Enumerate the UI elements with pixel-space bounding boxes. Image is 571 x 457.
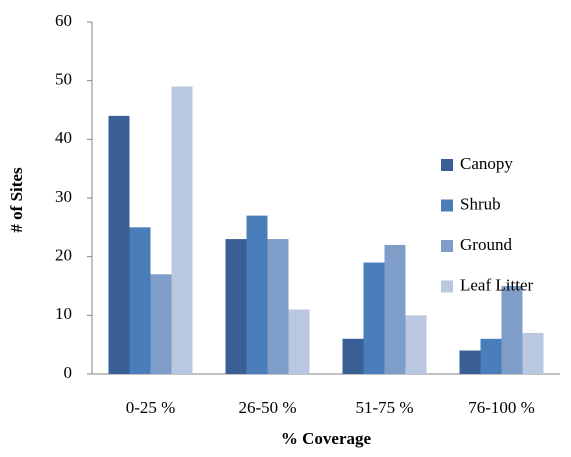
legend-label: Canopy [460, 154, 513, 173]
y-tick-label: 30 [55, 187, 72, 206]
y-tick-label: 20 [55, 246, 72, 265]
bar [363, 262, 385, 374]
legend-swatch [441, 240, 453, 252]
y-tick-label: 60 [55, 11, 72, 30]
bar [405, 315, 427, 374]
legend-label: Shrub [460, 194, 501, 213]
bar [522, 332, 544, 374]
x-tick-label: 51-75 % [355, 398, 413, 417]
y-tick-label: 0 [64, 363, 73, 382]
bar [129, 227, 151, 374]
y-tick-label: 40 [55, 128, 72, 147]
bar [342, 338, 364, 374]
bar [150, 274, 172, 374]
legend-swatch [441, 280, 453, 293]
x-tick-label: 76-100 % [468, 398, 535, 417]
bar [267, 239, 289, 374]
y-axis-title: # of Sites [7, 167, 26, 233]
legend-label: Leaf Litter [460, 275, 533, 294]
bar [384, 244, 406, 374]
bar [225, 239, 247, 374]
bar [171, 86, 193, 375]
x-tick-label: 26-50 % [238, 398, 296, 417]
y-tick-label: 50 [55, 70, 72, 89]
bar [108, 115, 130, 374]
x-tick-label: 0-25 % [126, 398, 176, 417]
bar [288, 309, 310, 374]
legend-swatch [441, 199, 453, 212]
bar [459, 350, 481, 374]
y-tick-label: 10 [55, 304, 72, 323]
bar [501, 286, 523, 374]
bar [246, 215, 268, 374]
x-axis-title: % Coverage [281, 429, 372, 448]
legend-label: Ground [460, 235, 512, 254]
legend-swatch [441, 159, 453, 171]
bar [480, 338, 502, 374]
